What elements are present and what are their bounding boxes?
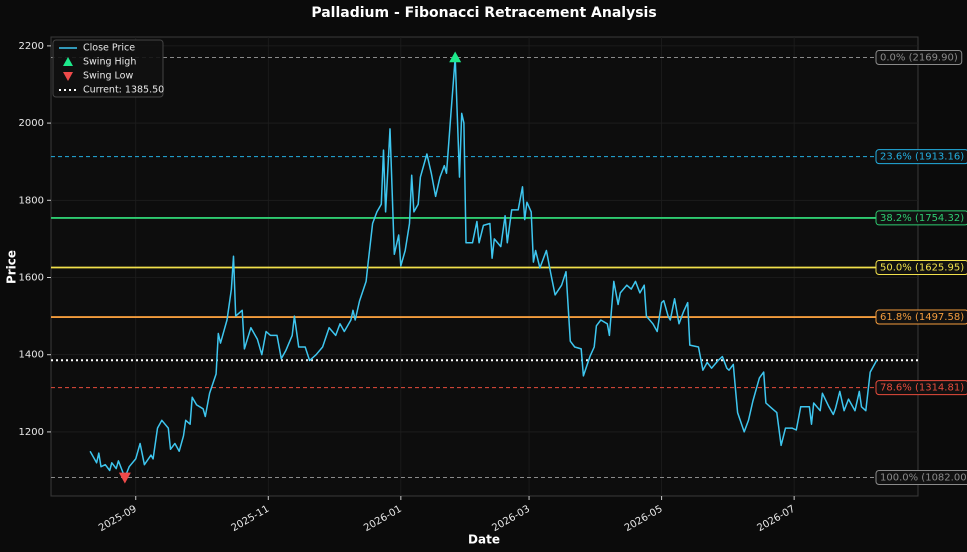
price-line [89, 56, 878, 479]
fib-level-label-box [875, 259, 967, 275]
y-tick-label: 2200 [19, 41, 44, 52]
legend-box [52, 39, 164, 98]
y-tick-label: 2000 [19, 118, 44, 129]
fib-level-label: 23.6% (1913.16) [880, 152, 964, 163]
chart-title: Palladium - Fibonacci Retracement Analys… [311, 5, 656, 21]
legend-label: Swing High [83, 57, 136, 68]
y-tick-label: 1600 [19, 273, 44, 284]
fib-level-label: 78.6% (1314.81) [880, 383, 964, 394]
x-axis-label: Date [468, 533, 500, 547]
swing-marker [449, 51, 462, 63]
fib-level-label: 38.2% (1754.32) [880, 213, 964, 224]
fib-level-label: 0.0% (2169.90) [880, 52, 958, 63]
plot-area [50, 36, 919, 497]
legend-label: Close Price [83, 43, 135, 54]
y-axis-label: Price [5, 250, 19, 284]
fib-level-label-box [875, 149, 967, 165]
fib-level-label: 61.8% (1497.58) [880, 312, 964, 323]
legend-label: Current: 1385.50 [83, 85, 164, 96]
fib-level-label-box [875, 49, 963, 65]
fib-level-label-box [875, 309, 967, 325]
fib-level-label-box [875, 210, 967, 226]
fib-level-label: 100.0% (1082.00) [880, 472, 967, 483]
legend-swatch [63, 57, 73, 66]
legend: Close Price Swing High Swing Low Current: 1… [52, 39, 164, 98]
fib-level-label-box [875, 380, 967, 396]
legend-label: Swing Low [83, 71, 133, 82]
y-tick-label: 1200 [19, 427, 44, 438]
fib-level-label: 50.0% (1625.95) [880, 262, 964, 273]
fib-level-label-box [875, 469, 967, 485]
y-tick-label: 1400 [19, 350, 44, 361]
swing-marker [118, 472, 131, 484]
y-tick-label: 1800 [19, 195, 44, 206]
legend-swatch [63, 72, 73, 81]
